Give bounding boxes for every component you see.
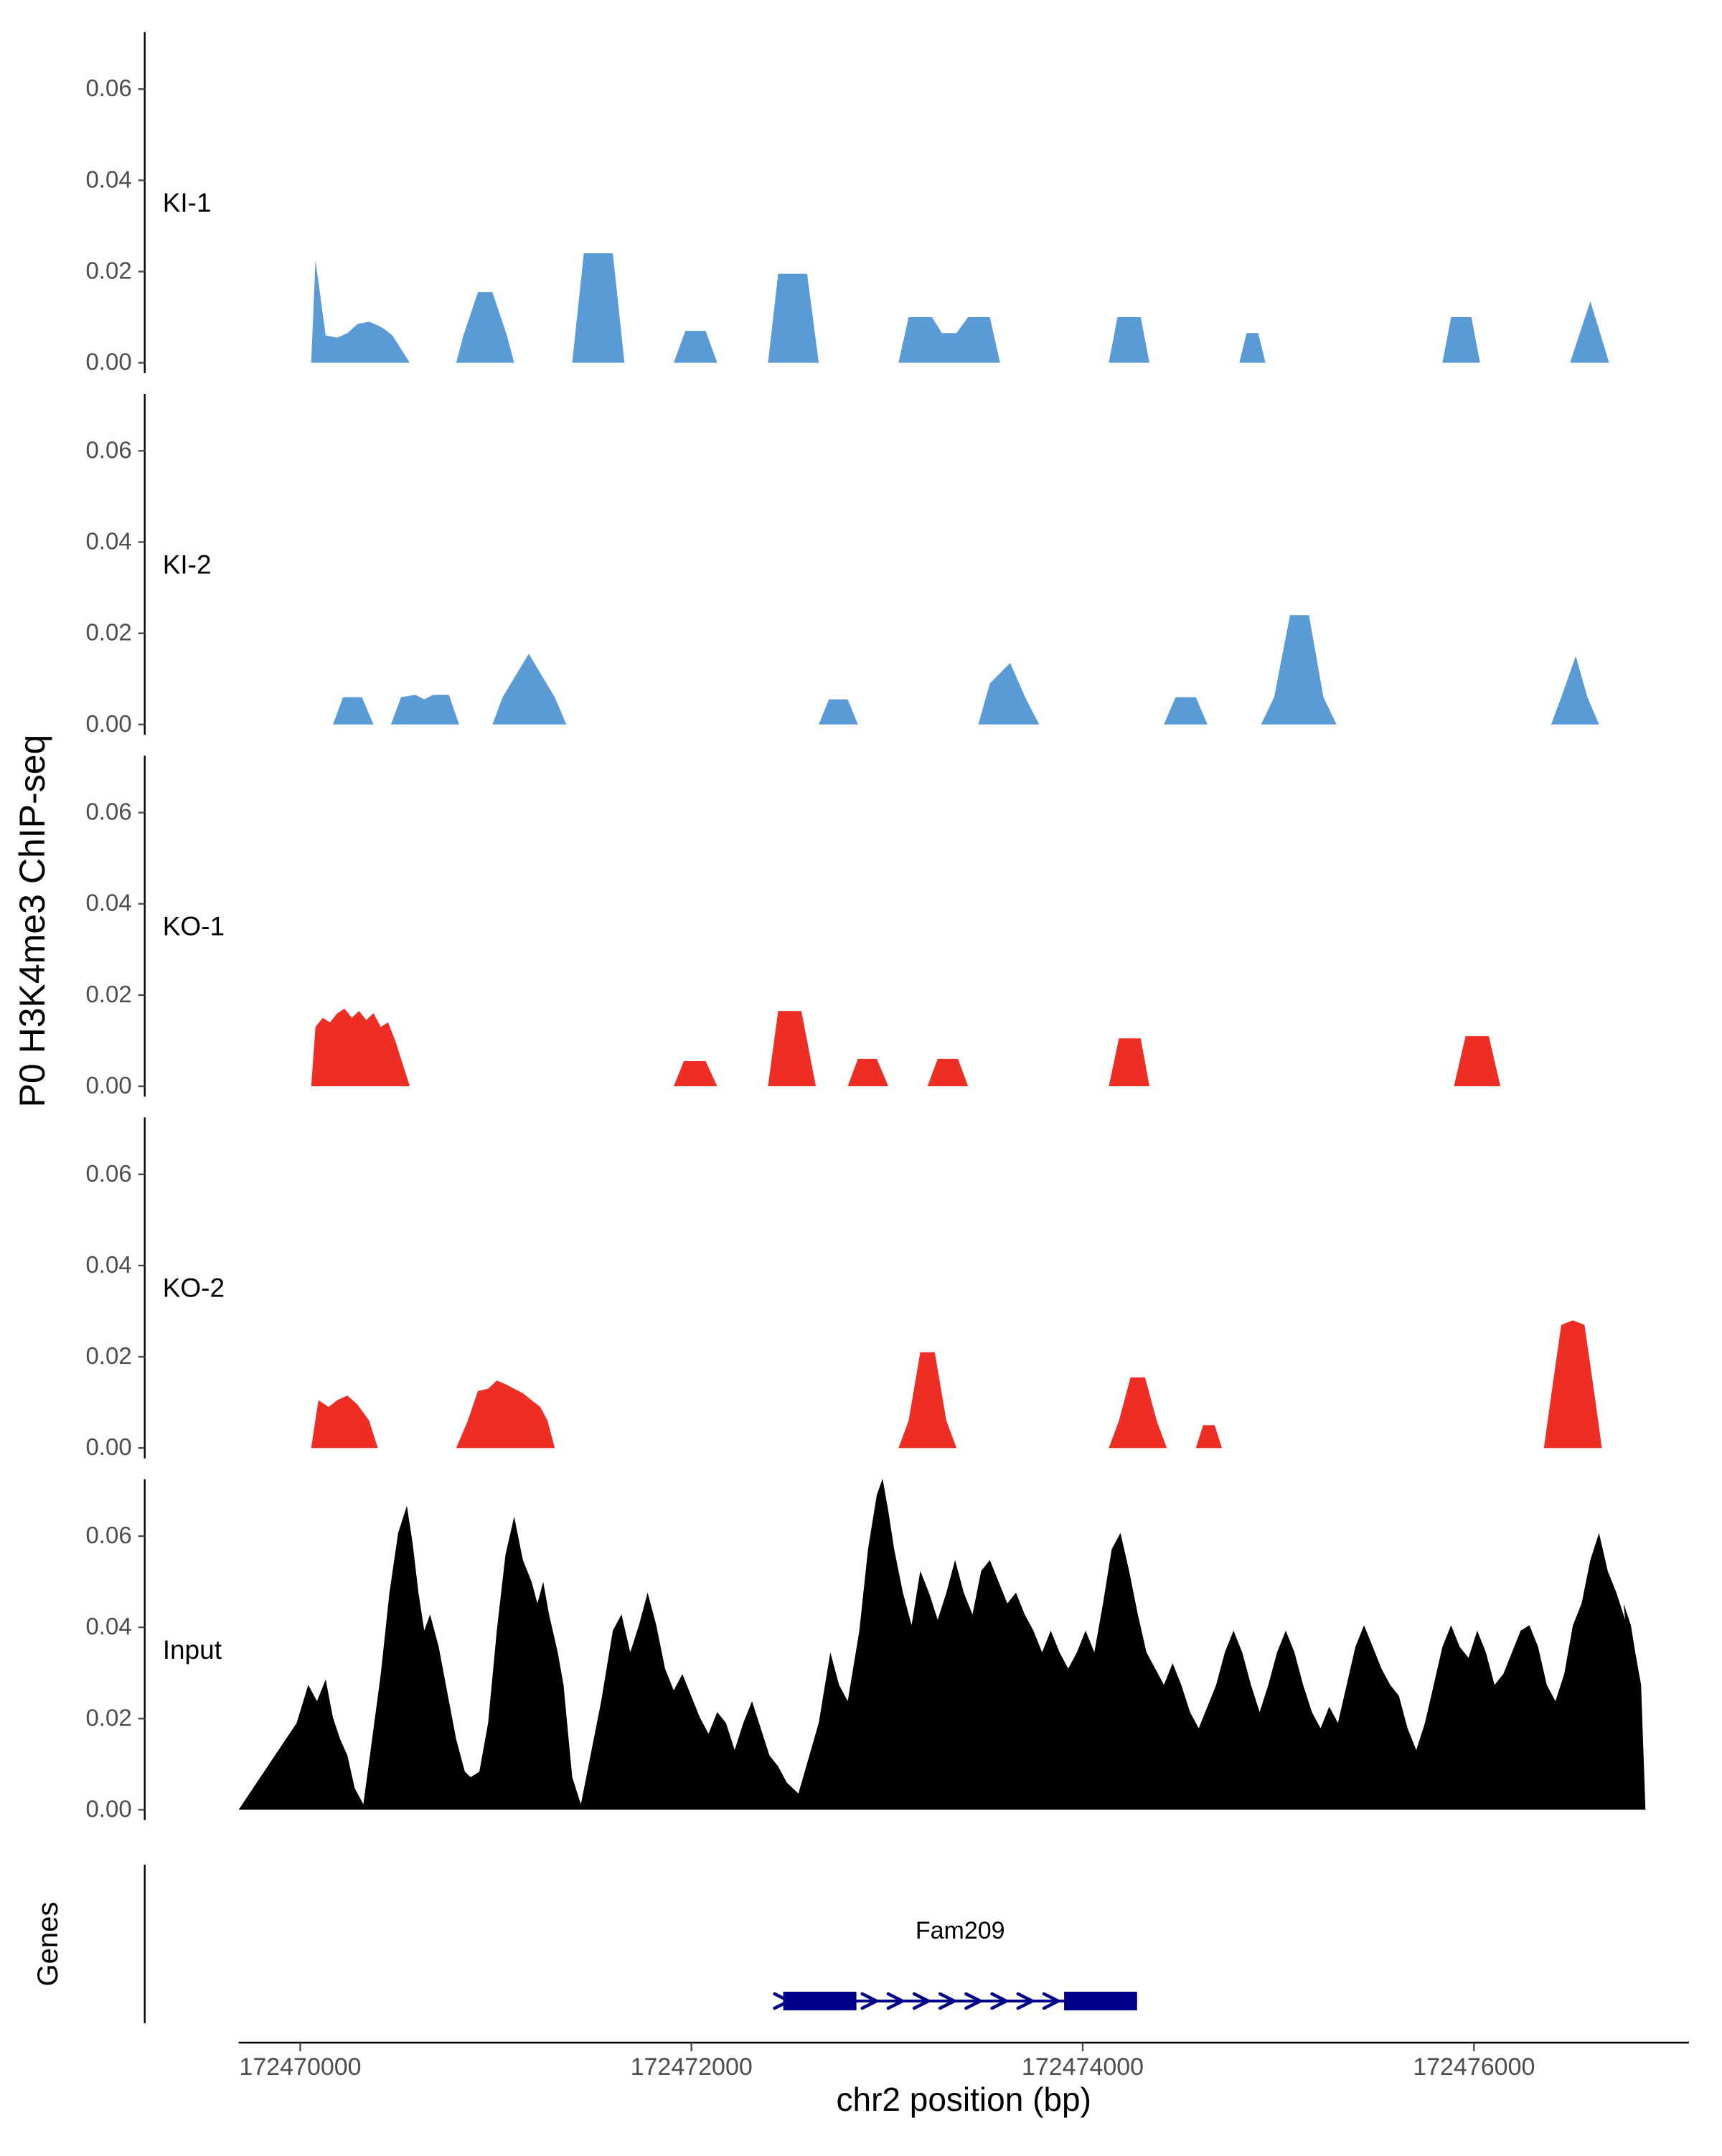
svg-text:0.06: 0.06	[85, 436, 131, 463]
svg-text:0.06: 0.06	[85, 1160, 131, 1187]
svg-text:0.04: 0.04	[85, 890, 131, 916]
svg-text:0.00: 0.00	[85, 1434, 131, 1460]
svg-text:172472000: 172472000	[631, 2053, 753, 2081]
svg-text:chr2 position (bp): chr2 position (bp)	[836, 2081, 1091, 2118]
svg-text:Genes: Genes	[32, 1902, 64, 1987]
svg-text:0.04: 0.04	[85, 528, 131, 555]
svg-text:Fam209: Fam209	[916, 1917, 1005, 1944]
svg-text:0.02: 0.02	[85, 1342, 131, 1369]
svg-text:172476000: 172476000	[1413, 2053, 1535, 2081]
svg-text:0.00: 0.00	[85, 349, 131, 375]
svg-text:0.06: 0.06	[85, 799, 131, 825]
svg-text:0.04: 0.04	[85, 1251, 131, 1278]
svg-text:0.04: 0.04	[85, 166, 131, 192]
svg-text:0.00: 0.00	[85, 710, 131, 737]
svg-text:KO-2: KO-2	[163, 1274, 225, 1303]
svg-text:0.02: 0.02	[85, 981, 131, 1007]
svg-text:0.04: 0.04	[85, 1613, 131, 1639]
svg-text:0.06: 0.06	[85, 1522, 131, 1548]
svg-text:0.02: 0.02	[85, 619, 131, 646]
svg-text:0.06: 0.06	[85, 75, 131, 101]
svg-text:172474000: 172474000	[1022, 2053, 1144, 2081]
svg-text:0.00: 0.00	[85, 1795, 131, 1822]
svg-text:KO-1: KO-1	[163, 912, 225, 941]
svg-text:0.02: 0.02	[85, 1704, 131, 1731]
svg-text:0.00: 0.00	[85, 1072, 131, 1098]
svg-text:KI-2: KI-2	[163, 550, 212, 579]
svg-text:172470000: 172470000	[239, 2053, 361, 2081]
svg-text:Input: Input	[163, 1635, 222, 1665]
svg-text:0.02: 0.02	[85, 258, 131, 284]
svg-text:KI-1: KI-1	[163, 188, 212, 217]
svg-text:P0 H3K4me3 ChIP-seq: P0 H3K4me3 ChIP-seq	[12, 735, 52, 1108]
